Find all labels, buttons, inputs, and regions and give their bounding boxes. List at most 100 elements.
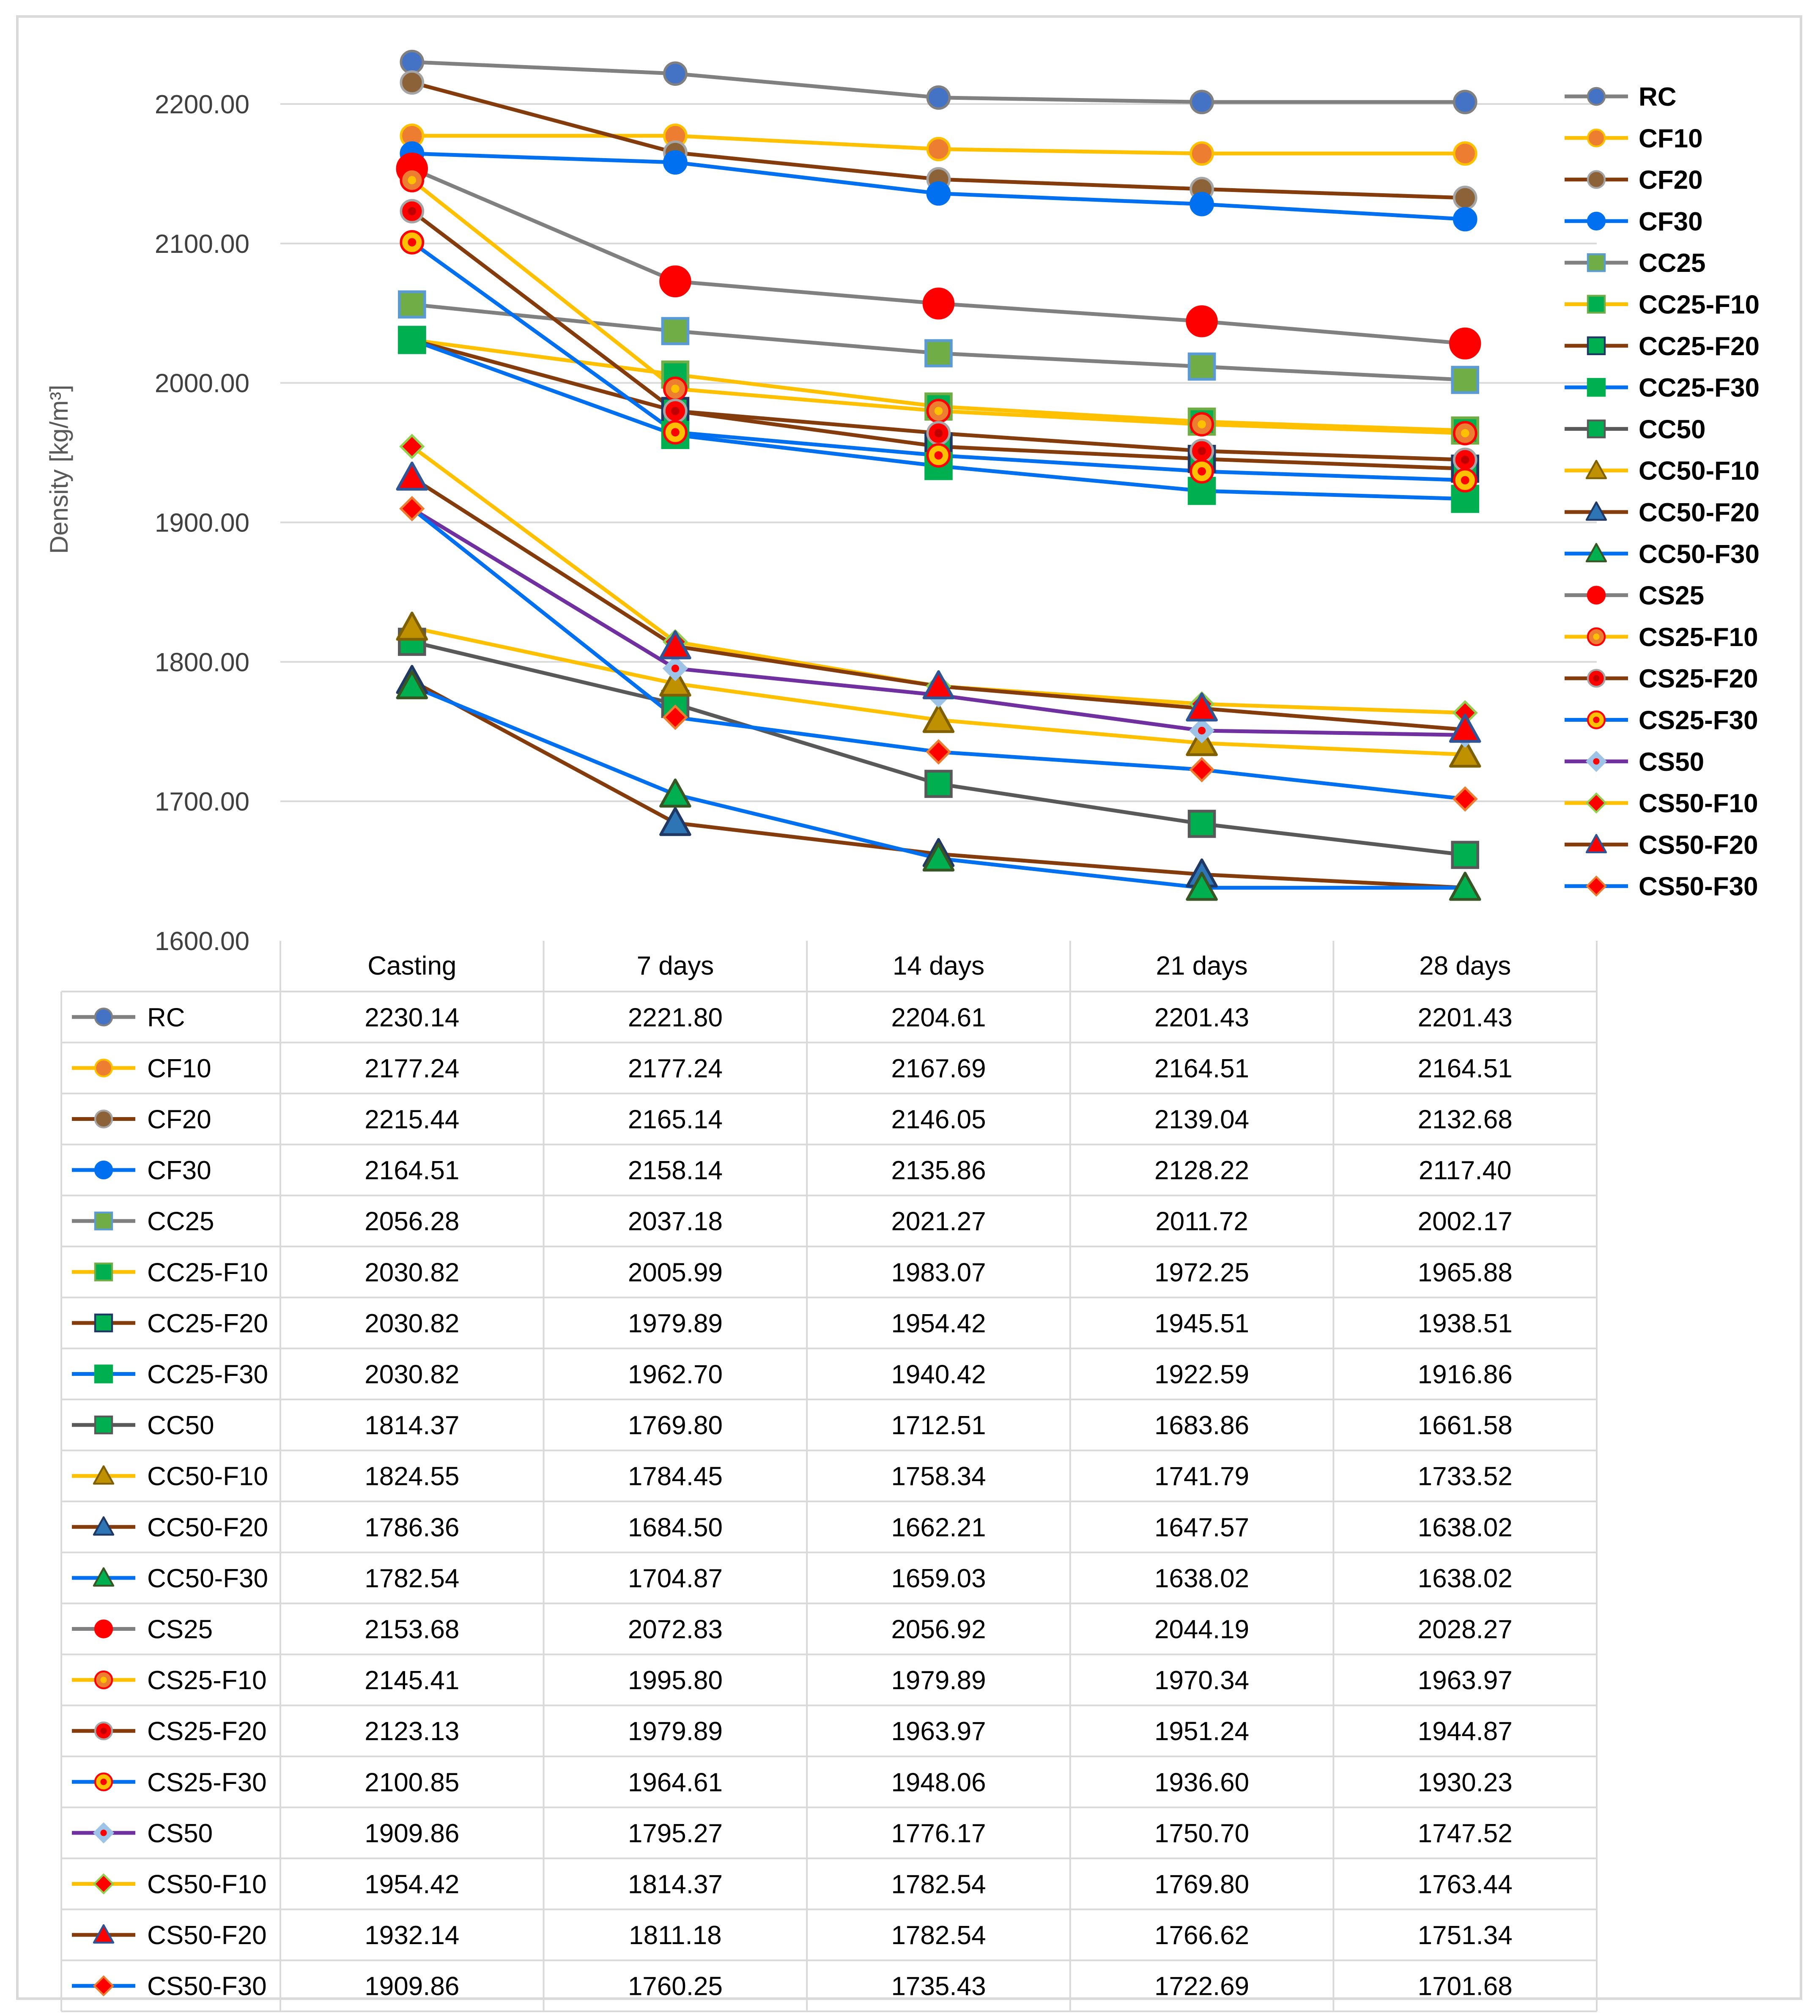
table-cell: 1782.54 <box>891 1921 986 1950</box>
marker-shape <box>922 842 955 872</box>
legend-marker <box>1587 253 1606 272</box>
data-point <box>1453 447 1477 472</box>
marker-shape <box>94 1619 113 1638</box>
marker-shape <box>1453 186 1477 210</box>
marker-inner <box>1198 726 1206 735</box>
marker-shape <box>663 150 688 175</box>
marker-shape <box>659 667 691 697</box>
data-point <box>1190 459 1214 484</box>
legend-label: CF30 <box>1639 207 1703 236</box>
table-cell: 1782.54 <box>891 1870 986 1899</box>
legend-marker <box>1587 295 1606 314</box>
marker-shape <box>1449 738 1481 768</box>
table-cell: 2201.43 <box>1418 1003 1513 1032</box>
table-cell: 1701.68 <box>1418 1972 1513 2001</box>
marker-shape <box>1587 378 1606 397</box>
row-legend-marker <box>94 1008 113 1027</box>
table-row: CC25 2056.28 2037.18 2021.27 2011.72 2002.17 <box>72 1207 1513 1236</box>
legend-label: CC50-F30 <box>1639 540 1760 569</box>
row-label: CF20 <box>147 1105 211 1134</box>
marker-shape <box>926 181 951 206</box>
marker-inner <box>934 451 943 460</box>
legend-label: CS50-F30 <box>1639 872 1758 901</box>
data-point <box>1453 141 1477 166</box>
legend-item: CF10 <box>1565 124 1703 153</box>
data-point <box>1453 207 1477 232</box>
table-cell: 1704.87 <box>628 1564 723 1593</box>
legend-marker <box>1587 211 1606 231</box>
legend-item: CC50-F20 <box>1565 498 1760 527</box>
table-cell: 2153.68 <box>365 1615 459 1644</box>
data-point <box>400 230 425 255</box>
y-tick-label: 2200.00 <box>155 90 249 119</box>
table-cell: 2030.82 <box>365 1360 459 1389</box>
row-label: CS25 <box>147 1615 213 1644</box>
marker-shape <box>93 1924 115 1944</box>
marker-inner <box>1461 476 1469 485</box>
marker-shape <box>1587 295 1606 314</box>
marker-shape <box>924 339 953 367</box>
marker-shape <box>1186 305 1218 337</box>
table-cell: 1930.23 <box>1418 1768 1513 1797</box>
marker-shape <box>396 461 428 491</box>
table-cell: 1979.89 <box>891 1666 986 1695</box>
marker-shape <box>396 611 428 641</box>
table-cell: 1795.27 <box>628 1819 723 1848</box>
table-cell: 1782.54 <box>365 1564 459 1593</box>
marker-shape <box>94 1058 113 1078</box>
marker-shape <box>399 433 425 460</box>
data-point <box>1190 438 1214 463</box>
marker-shape <box>1587 586 1606 605</box>
data-point <box>662 655 688 682</box>
row-label: CS50-F30 <box>147 1972 267 2001</box>
table-cell: 1814.37 <box>365 1411 459 1440</box>
legend-marker <box>1587 378 1606 397</box>
legend-item: CC50-F30 <box>1565 540 1760 569</box>
data-point <box>1453 186 1477 210</box>
table-cell: 1722.69 <box>1154 1972 1249 2001</box>
data-point <box>924 770 953 798</box>
row-legend-marker <box>94 1263 113 1282</box>
data-point <box>396 461 428 491</box>
data-point <box>1449 327 1481 360</box>
data-point <box>1451 366 1479 394</box>
legend-item: CS50 <box>1565 748 1704 777</box>
table-row: CC50-F20 1786.36 1684.50 1662.21 1647.57 1638… <box>72 1513 1513 1542</box>
marker-inner <box>1593 675 1600 682</box>
row-label: CC50 <box>147 1411 214 1440</box>
legend-marker <box>1585 501 1607 521</box>
legend-marker <box>1585 834 1607 854</box>
marker-shape <box>1585 543 1607 562</box>
data-point <box>922 288 955 320</box>
data-point <box>1453 468 1477 493</box>
row-legend-marker <box>94 1415 113 1435</box>
table-cell: 2145.41 <box>365 1666 459 1695</box>
data-point <box>663 376 688 401</box>
legend-label: CC25-F10 <box>1639 290 1760 320</box>
table-cell: 2177.24 <box>628 1054 723 1083</box>
data-point <box>926 181 951 206</box>
legend-marker <box>1587 586 1606 605</box>
row-label: CS25-F10 <box>147 1666 267 1695</box>
row-legend-marker <box>93 1975 115 1997</box>
marker-shape <box>397 326 426 354</box>
marker-shape <box>1453 141 1477 166</box>
table-cell: 2230.14 <box>365 1003 459 1032</box>
marker-inner <box>1461 429 1469 438</box>
data-point <box>1451 841 1479 869</box>
data-point <box>1187 810 1216 838</box>
data-point <box>926 739 951 765</box>
table-cell: 1741.79 <box>1154 1462 1249 1491</box>
legend-item: CC25-F30 <box>1565 373 1760 403</box>
table-row: CS50-F30 1909.86 1760.25 1735.43 1722.69 1701… <box>72 1972 1513 2001</box>
marker-shape <box>1585 834 1607 854</box>
legend-marker <box>1587 710 1606 729</box>
data-point <box>1186 692 1218 722</box>
table-header-cell: Casting <box>367 951 456 981</box>
legend-item: CC50-F10 <box>1565 457 1760 486</box>
data-point <box>1186 305 1218 337</box>
table-cell: 2030.82 <box>365 1258 459 1287</box>
data-point <box>400 168 425 192</box>
row-legend-marker <box>94 1058 113 1078</box>
legend-label: CS50-F20 <box>1639 830 1758 860</box>
